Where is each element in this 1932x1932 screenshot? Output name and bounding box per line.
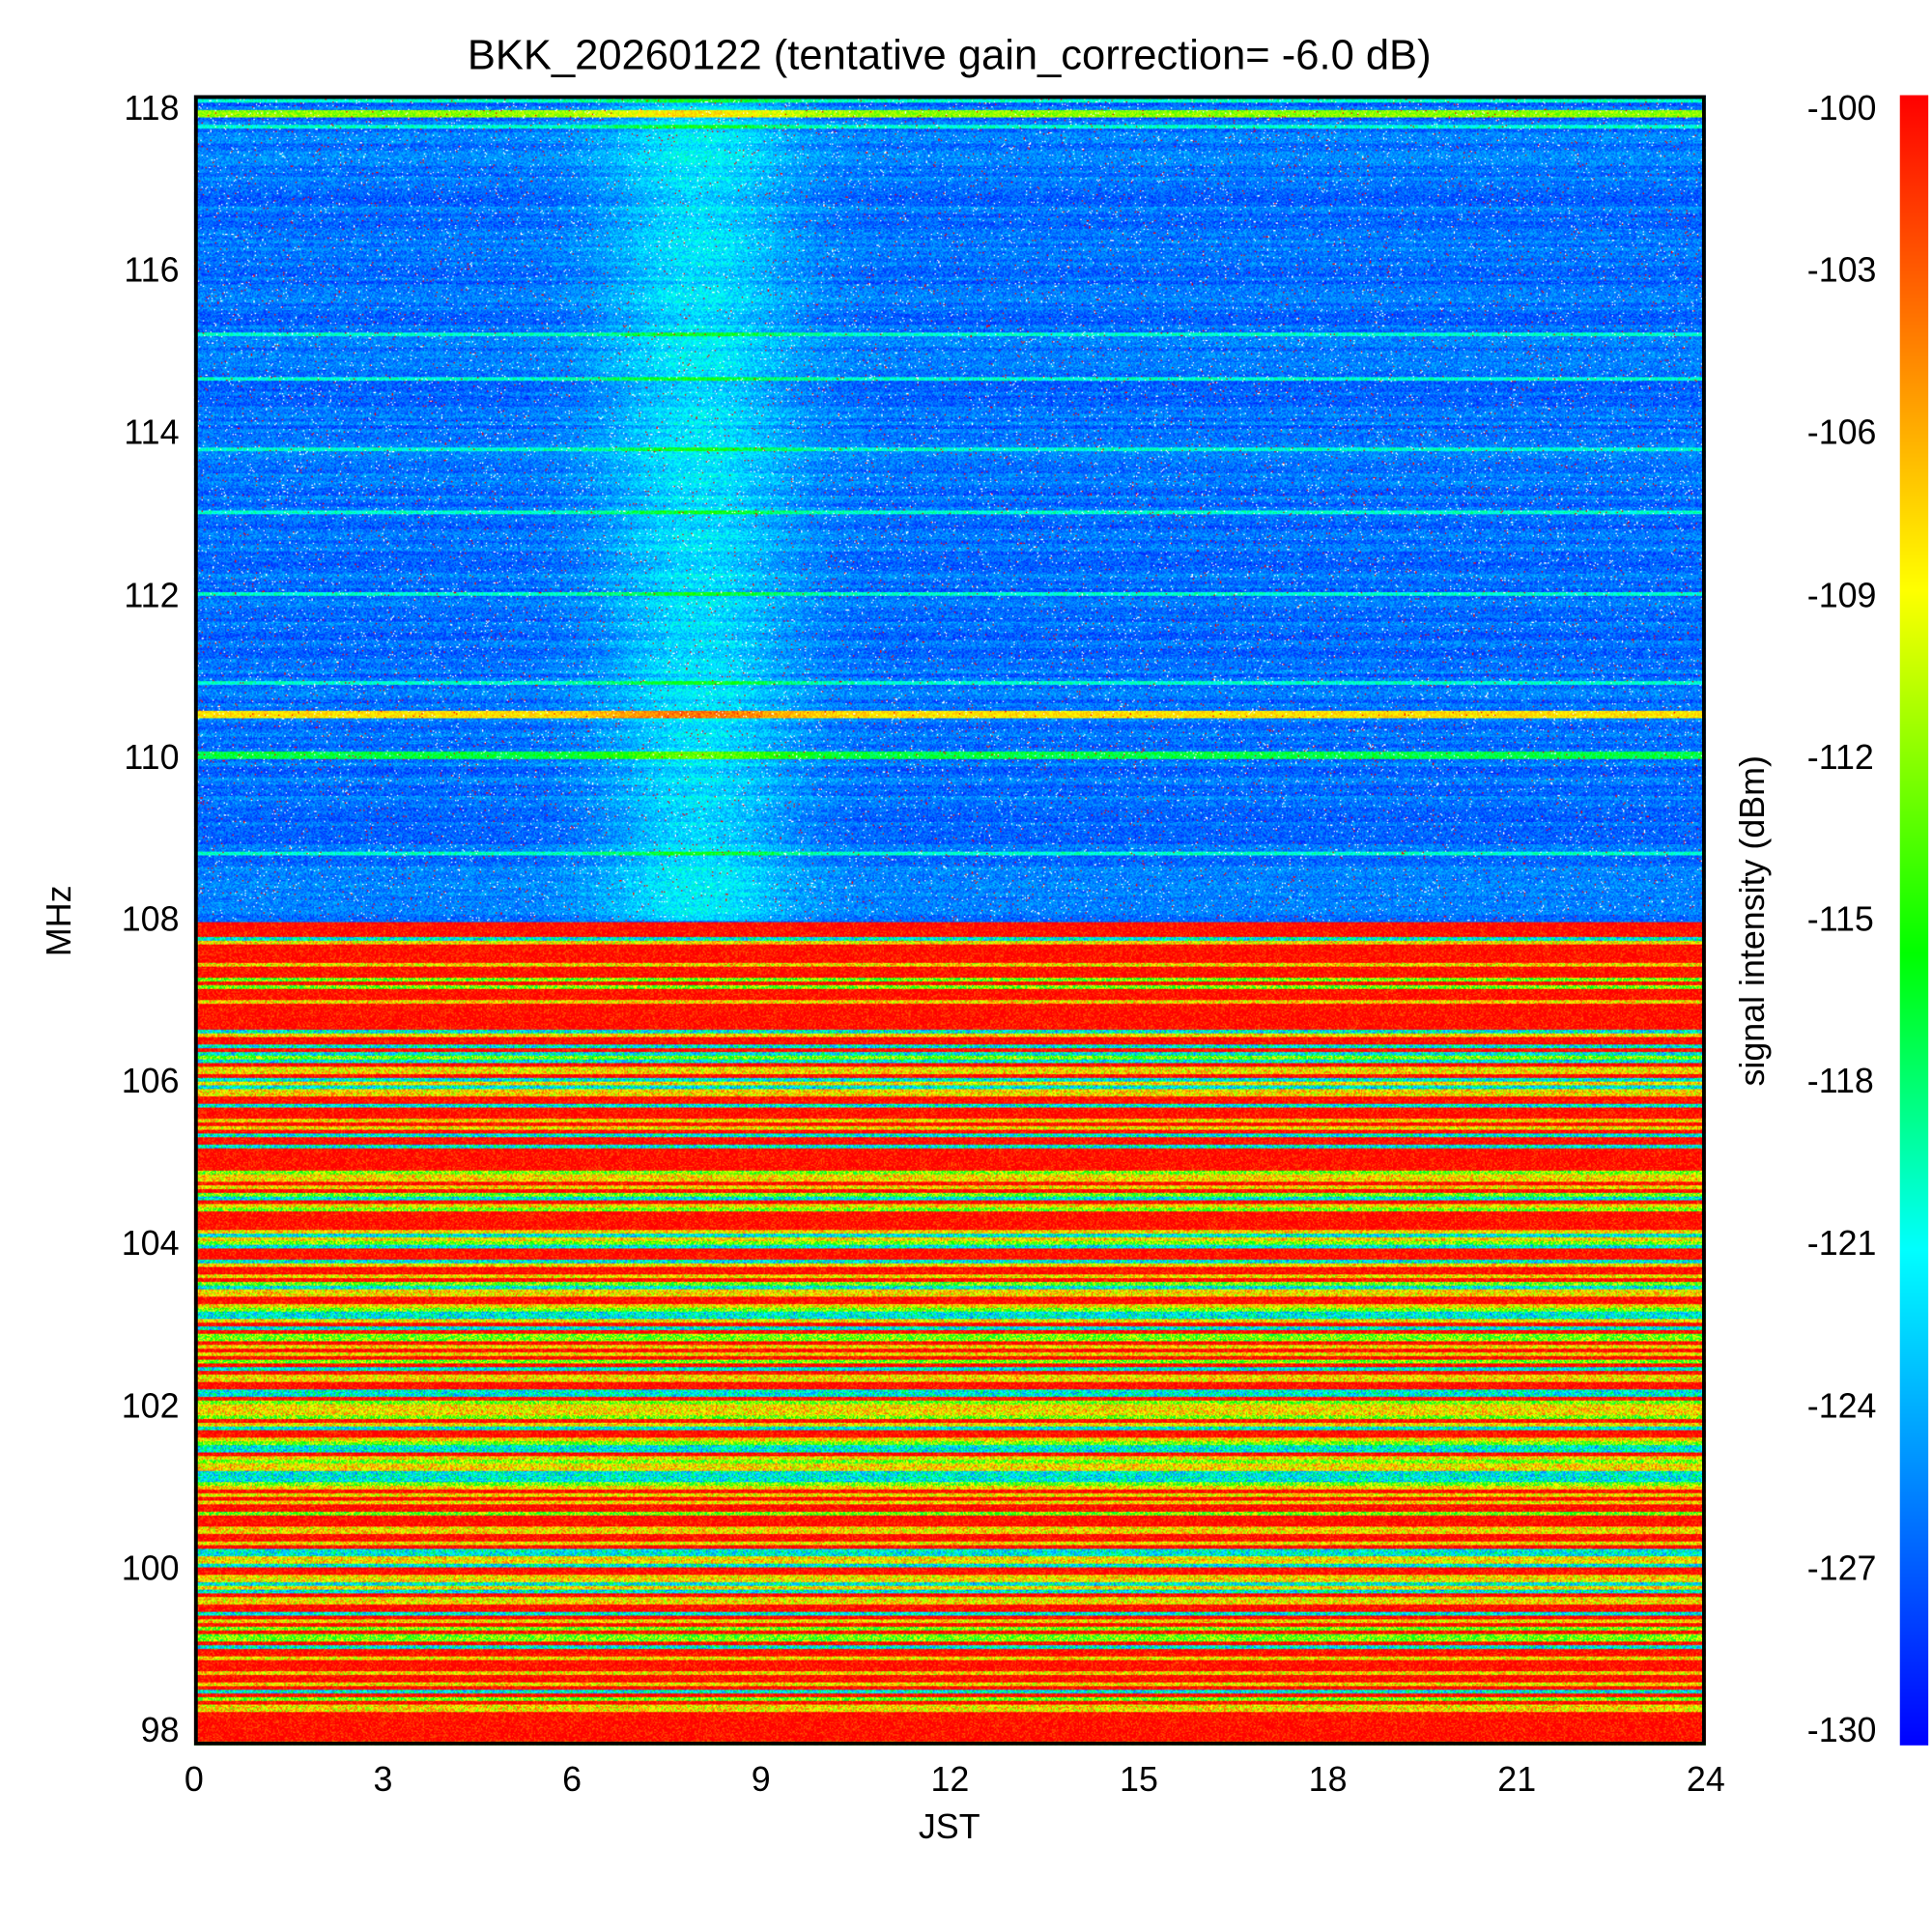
y-tick-label: 110 — [124, 737, 180, 777]
colorbar-tick-label: -109 — [1806, 575, 1877, 614]
colorbar — [1899, 95, 1929, 1746]
spectrogram-heatmap — [193, 95, 1706, 1746]
y-axis-label: MHz — [39, 885, 78, 957]
y-tick-label: 116 — [124, 250, 180, 290]
y-tick-label: 98 — [140, 1710, 180, 1749]
colorbar-label: signal intensity (dBm) — [1732, 755, 1772, 1087]
colorbar-tick-label: -106 — [1806, 412, 1877, 452]
colorbar-tick-label: -127 — [1806, 1548, 1877, 1587]
x-tick-label: 21 — [1497, 1760, 1537, 1799]
y-tick-label: 112 — [124, 575, 180, 614]
colorbar-tick-label: -103 — [1806, 250, 1877, 290]
colorbar-tick-label: -100 — [1806, 89, 1877, 128]
y-tick-label: 118 — [124, 89, 180, 128]
x-tick-label: 12 — [930, 1760, 970, 1799]
x-tick-label: 6 — [562, 1760, 582, 1799]
x-tick-label: 0 — [184, 1760, 204, 1799]
x-tick-label: 15 — [1120, 1760, 1158, 1799]
colorbar-tick-label: -130 — [1806, 1710, 1877, 1749]
y-tick-label: 102 — [121, 1386, 180, 1425]
x-tick-label: 18 — [1308, 1760, 1348, 1799]
colorbar-tick-label: -124 — [1806, 1386, 1877, 1425]
colorbar-tick-label: -112 — [1806, 737, 1874, 777]
y-tick-label: 104 — [121, 1224, 180, 1263]
chart-title: BKK_20260122 (tentative gain_correction=… — [467, 32, 1432, 79]
x-tick-label: 24 — [1686, 1760, 1725, 1799]
y-tick-label: 114 — [124, 412, 180, 452]
x-axis-label: JST — [918, 1806, 980, 1846]
y-tick-label: 100 — [121, 1548, 180, 1587]
colorbar-tick-label: -118 — [1806, 1062, 1874, 1101]
colorbar-tick-label: -121 — [1806, 1224, 1877, 1263]
x-tick-label: 9 — [751, 1760, 771, 1799]
y-tick-label: 108 — [121, 899, 180, 939]
colorbar-tick-label: -115 — [1806, 899, 1874, 939]
x-tick-label: 3 — [373, 1760, 393, 1799]
y-tick-label: 106 — [121, 1062, 180, 1101]
plot-frame — [193, 95, 1706, 1746]
